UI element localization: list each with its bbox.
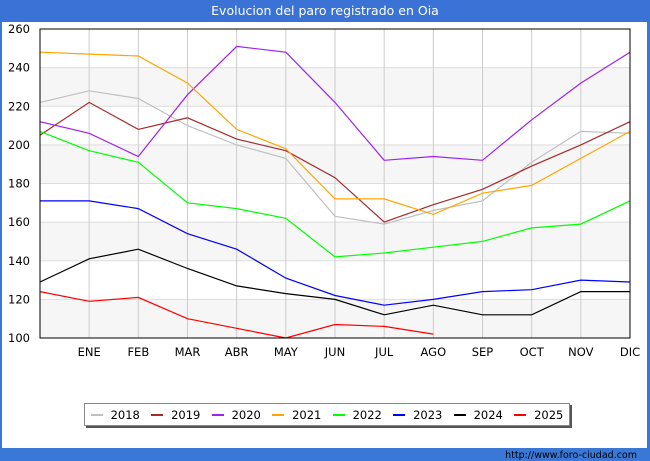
- legend-label: 2025: [534, 407, 564, 422]
- y-tick-label: 160: [8, 215, 30, 229]
- legend-swatch: [272, 413, 285, 416]
- x-tick-label: ABR: [225, 345, 249, 359]
- legend-label: 2020: [231, 407, 261, 422]
- y-tick-label: 200: [8, 138, 30, 152]
- legend-item-2019: 2019: [151, 408, 200, 422]
- series-line-2018: [39, 90, 631, 225]
- x-tick-label: FEB: [127, 345, 149, 359]
- source-link[interactable]: http://www.foro-ciudad.com: [505, 450, 637, 461]
- legend-item-2022: 2022: [332, 407, 382, 422]
- legend-item-2024: 2024: [453, 407, 503, 422]
- series-line-2019: [39, 101, 631, 223]
- x-tick-label: SEP: [472, 345, 494, 359]
- y-tick-label: 100: [8, 331, 30, 345]
- legend-label: 2021: [292, 407, 322, 422]
- legend-item-2023: 2023: [393, 408, 442, 422]
- series-line-2020: [39, 45, 631, 161]
- y-tick-label: 260: [8, 22, 30, 36]
- legend-label: 2024: [473, 407, 503, 422]
- legend-item-2021: 2021: [272, 408, 321, 422]
- legend-label: 2022: [352, 407, 382, 422]
- plot-border: [39, 28, 631, 339]
- x-tick-label: JUN: [324, 345, 345, 359]
- legend-label: 2018: [110, 407, 140, 422]
- legend: 2018 2019 2020 2021 2022 2023 2024 2025: [84, 403, 570, 426]
- y-tick-label: 180: [8, 177, 30, 191]
- x-tick-label: AGO: [421, 345, 447, 359]
- series-line-2024: [39, 248, 630, 316]
- legend-item-2020: 2020: [211, 407, 261, 422]
- y-tick-label: 120: [8, 292, 30, 306]
- x-tick-label: DIC: [620, 345, 640, 359]
- x-tick-label: OCT: [520, 345, 545, 359]
- x-tick-label: ENE: [78, 345, 101, 359]
- chart-panel: 100 120 140 160 180 200 220 240 260 ENE FEB MAR ABR M…: [2, 22, 647, 461]
- x-tick-label: JUL: [374, 345, 394, 359]
- legend-swatch: [211, 413, 224, 416]
- y-tick-label: 220: [8, 99, 30, 113]
- legend-swatch: [90, 413, 103, 416]
- legend-label: 2023: [413, 407, 443, 422]
- series-line-2021: [39, 51, 631, 216]
- series-line-2022: [39, 130, 631, 258]
- legend-swatch: [151, 413, 164, 416]
- line-chart: 100 120 140 160 180 200 220 240 260 ENE FEB MAR ABR M…: [8, 22, 640, 359]
- x-tick-label: NOV: [568, 345, 593, 359]
- legend-swatch: [332, 413, 345, 416]
- x-tick-label: MAR: [175, 345, 201, 359]
- chart-title: Evolucion del paro registrado en Oia: [0, 0, 650, 22]
- y-tick-label: 140: [8, 254, 30, 268]
- legend-label: 2019: [171, 407, 201, 422]
- legend-item-2025: 2025: [514, 408, 563, 422]
- x-tick-label: MAY: [274, 345, 299, 359]
- legend-swatch: [453, 413, 466, 416]
- series-line-2025: [39, 291, 434, 339]
- legend-swatch: [393, 413, 406, 416]
- legend-swatch: [514, 413, 527, 416]
- legend-item-2018: 2018: [90, 407, 140, 422]
- y-tick-label: 240: [8, 61, 30, 75]
- series-line-2023: [40, 200, 631, 306]
